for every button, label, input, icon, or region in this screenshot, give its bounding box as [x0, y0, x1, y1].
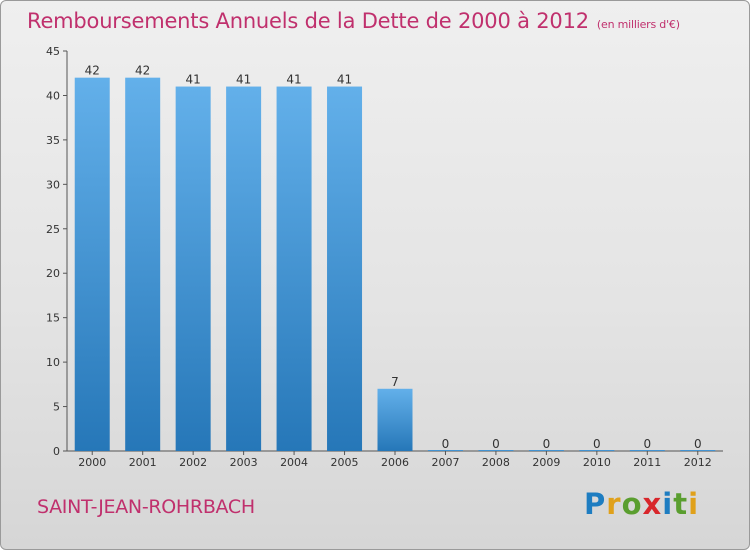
- bar: [226, 86, 262, 452]
- x-tick-label: 2003: [230, 456, 258, 469]
- logo-letter: o: [621, 487, 643, 521]
- x-tick-label: 2001: [129, 456, 157, 469]
- bar: [175, 86, 211, 452]
- bar: [327, 86, 363, 452]
- bar: [478, 450, 514, 451]
- value-label: 41: [286, 73, 301, 87]
- bar: [427, 450, 463, 451]
- chart-title: Remboursements Annuels de la Dette de 20…: [27, 9, 680, 33]
- x-tick-label: 2009: [532, 456, 560, 469]
- x-tick-label: 2012: [684, 456, 712, 469]
- value-label: 0: [694, 437, 702, 451]
- chart-unit: (en milliers d'€): [596, 18, 680, 31]
- y-tick-label: 25: [46, 223, 60, 236]
- logo-letter: t: [673, 487, 689, 521]
- bar: [74, 77, 110, 452]
- value-label: 41: [186, 73, 201, 87]
- value-label: 0: [643, 437, 651, 451]
- value-label: 7: [391, 375, 399, 389]
- y-tick-label: 45: [46, 45, 60, 58]
- logo-letter: i: [662, 487, 674, 521]
- x-tick-label: 2011: [633, 456, 661, 469]
- x-tick-label: 2010: [583, 456, 611, 469]
- bar: [125, 77, 161, 452]
- bar: [377, 388, 413, 451]
- y-tick-label: 20: [46, 267, 60, 280]
- y-tick-label: 35: [46, 134, 60, 147]
- x-tick-label: 2000: [78, 456, 106, 469]
- y-tick-label: 30: [46, 178, 60, 191]
- x-tick-label: 2006: [381, 456, 409, 469]
- x-tick-label: 2007: [431, 456, 459, 469]
- x-tick-label: 2005: [331, 456, 359, 469]
- x-tick-label: 2004: [280, 456, 308, 469]
- y-tick-label: 40: [46, 89, 60, 102]
- logo-letter: r: [606, 487, 622, 521]
- bar: [528, 450, 564, 451]
- logo-letter: P: [584, 487, 607, 521]
- bar: [579, 450, 615, 451]
- value-label: 41: [236, 73, 251, 87]
- value-label: 42: [135, 64, 150, 78]
- value-label: 0: [543, 437, 551, 451]
- proxiti-logo: Proxiti: [584, 487, 699, 521]
- x-tick-label: 2002: [179, 456, 207, 469]
- logo-letter: i: [688, 487, 700, 521]
- y-tick-label: 10: [46, 356, 60, 369]
- y-tick-label: 15: [46, 312, 60, 325]
- bar: [680, 450, 716, 451]
- value-label: 42: [85, 64, 100, 78]
- value-label: 0: [593, 437, 601, 451]
- value-label: 0: [492, 437, 500, 451]
- title-text: Remboursements Annuels de la Dette de 20…: [27, 9, 589, 33]
- logo-letter: x: [642, 487, 663, 521]
- y-tick-label: 5: [53, 401, 60, 414]
- bar: [629, 450, 665, 451]
- y-tick-label: 0: [53, 445, 60, 458]
- value-label: 0: [442, 437, 450, 451]
- x-tick-label: 2008: [482, 456, 510, 469]
- commune-name: SAINT-JEAN-ROHRBACH: [37, 496, 255, 518]
- bar: [276, 86, 312, 452]
- value-label: 41: [337, 73, 352, 87]
